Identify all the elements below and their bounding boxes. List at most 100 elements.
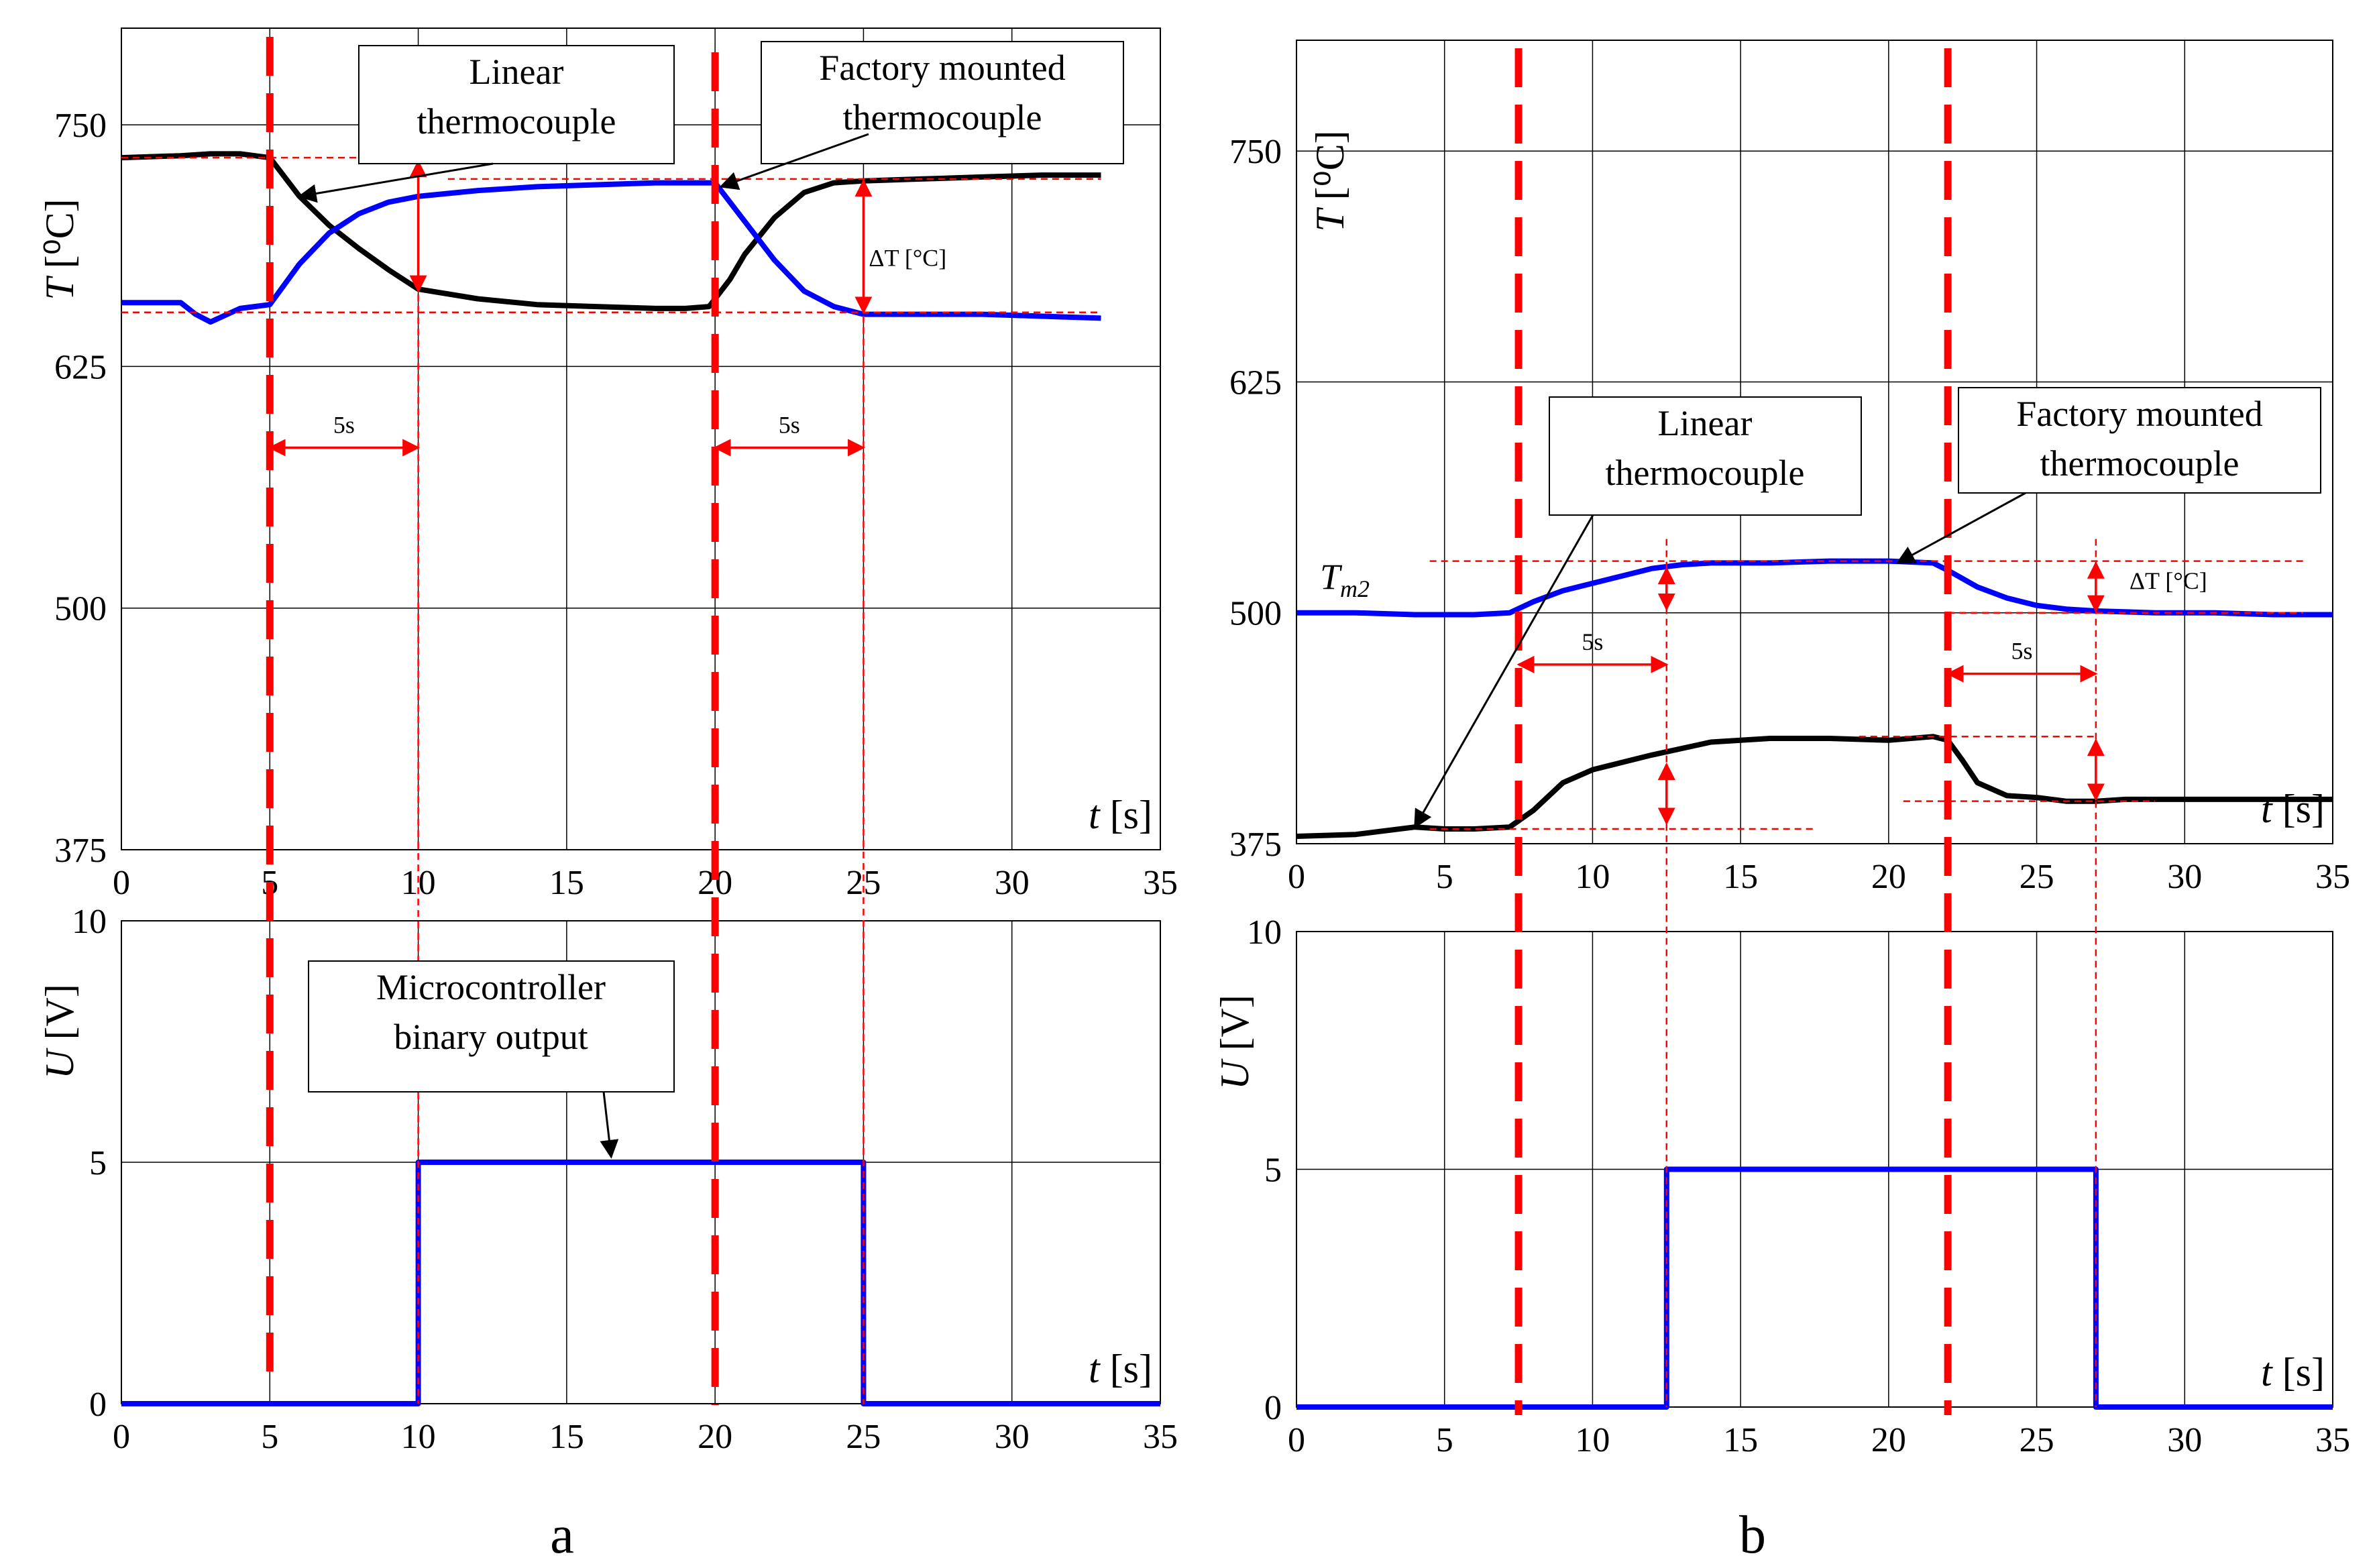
x-tick-label: 30 [2167,1421,2202,1459]
callout-linear-box [358,45,675,164]
microcontroller-binary-output-line [121,1160,1160,1406]
x-tick-label: 15 [1723,1421,1758,1459]
y-axis-title-unit: [⁰C] [38,199,82,268]
callout-factory-text: Factory mounted [819,48,1065,88]
x-axis-title: t [s] [1089,1347,1152,1391]
x-tick-label: 5 [1436,858,1453,896]
delta-t-label: ΔT [°C] [869,245,946,272]
panel-label-a: a [550,1506,574,1565]
x-axis-title-unit: [s] [1110,793,1152,837]
callout-factory-arrow [719,133,869,190]
callout-factory-text: thermocouple [843,97,1042,137]
x-tick-label: 0 [1288,1421,1305,1459]
x-axis-title-symbol: t [2261,1350,2282,1394]
x-tick-label: 25 [2020,1421,2054,1459]
y-tick-label: 375 [1229,826,1282,864]
x-tick-label: 20 [1871,1421,1906,1459]
callout-linear-text: thermocouple [417,101,616,142]
x-axis-title-unit: [s] [2282,787,2325,831]
x-tick-label: 10 [1575,858,1610,896]
interval-label: 5s [2011,638,2032,665]
x-axis-title-symbol: t [1089,1347,1110,1391]
chart-a_volt: 0 5 10 15 20 25 30 35 0 5 10 U [V] t [s] [38,903,1178,1456]
tm2-label-main: T [1320,557,1343,597]
callout-linear-text: Linear [469,52,564,92]
x-tick-label: 10 [401,1418,436,1456]
plot-frame [121,27,1161,850]
y-tick-label: 375 [54,832,107,870]
y-axis-title-symbol: U [38,1040,82,1078]
plot-frame [1296,40,2333,844]
x-tick-label: 0 [113,1418,130,1456]
x-axis-title-unit: [s] [1110,1347,1152,1391]
x-tick-label: 35 [1143,1418,1178,1456]
y-tick-label: 500 [54,590,107,628]
callout-linear-arrow [1414,514,1594,829]
x-tick-label: 15 [1723,858,1758,896]
x-tick-label: 5 [261,1418,278,1456]
y-tick-label: 10 [72,903,107,941]
x-axis-title: t [s] [2261,787,2325,831]
y-axis-title: T [⁰C] [38,199,82,300]
x-axis-title-symbol: t [2261,787,2282,831]
x-tick-label: 25 [846,864,881,902]
x-tick-label: 15 [549,864,584,902]
microcontroller-binary-output-line [1296,1166,2333,1410]
callout-factory-text: thermocouple [2040,443,2240,484]
y-axis-title-symbol: T [1308,200,1352,231]
y-tick-label: 5 [1264,1152,1282,1190]
y-axis-title: U [V] [1213,995,1257,1090]
y-axis-title-symbol: U [1213,1050,1257,1089]
y-tick-label: 625 [54,348,107,386]
callout-output-arrow [600,1091,619,1159]
x-tick-label: 30 [2167,858,2202,896]
y-axis-title-symbol: T [38,268,82,300]
y-axis-title-unit: [V] [38,984,82,1040]
panel-label-b: b [1739,1506,1766,1565]
y-tick-label: 5 [89,1144,107,1182]
x-tick-label: 35 [2315,858,2350,896]
delta-t-label: ΔT [°C] [2130,567,2207,594]
y-tick-label: 0 [89,1386,107,1424]
callout-linear-arrow [297,162,494,203]
y-axis-title-unit: [V] [1213,995,1257,1050]
chart-b_temp: 0 5 10 15 20 25 30 35 375 500 625 750 T [⁰C] t [s] [1229,40,2350,896]
chart-b_volt: 0 5 10 15 20 25 30 35 0 5 10 U [V] t [s] [1213,913,2350,1459]
y-tick-label: 750 [1229,133,1282,171]
interval-label: 5s [779,411,800,438]
y-tick-label: 0 [1264,1389,1282,1427]
x-axis-title: t [s] [1089,793,1152,837]
x-tick-label: 25 [846,1418,881,1456]
x-axis-title-symbol: t [1089,793,1110,837]
y-tick-label: 625 [1229,363,1282,402]
x-tick-label: 30 [995,1418,1030,1456]
callout-linear-text: Linear [1658,403,1753,443]
callout-output-box [308,960,675,1093]
callout-linear-text: thermocouple [1606,453,1805,493]
y-tick-label: 750 [54,107,107,145]
interval-label: 5s [333,411,355,438]
x-axis-title: t [s] [2261,1350,2325,1394]
tm2-label-sub: m2 [1340,575,1370,602]
x-axis-title-unit: [s] [2282,1350,2325,1394]
y-tick-label: 500 [1229,595,1282,633]
x-tick-label: 20 [698,1418,732,1456]
x-tick-label: 20 [1871,858,1906,896]
x-tick-label: 0 [113,864,130,902]
x-tick-label: 0 [1288,858,1305,896]
y-tick-label: 10 [1247,913,1282,952]
y-axis-title: U [V] [38,984,82,1079]
x-tick-label: 30 [995,864,1030,902]
callout-output-text: Microcontroller [376,967,606,1007]
x-tick-label: 5 [1436,1421,1453,1459]
y-axis-title: T [⁰C] [1308,130,1352,231]
interval-label: 5s [1582,628,1603,655]
callout-linear-box [1549,396,1862,516]
callout-factory-box [761,41,1124,164]
x-tick-label: 35 [2315,1421,2350,1459]
x-tick-label: 15 [549,1418,584,1456]
tm2-label: Tm2 [1320,557,1370,602]
